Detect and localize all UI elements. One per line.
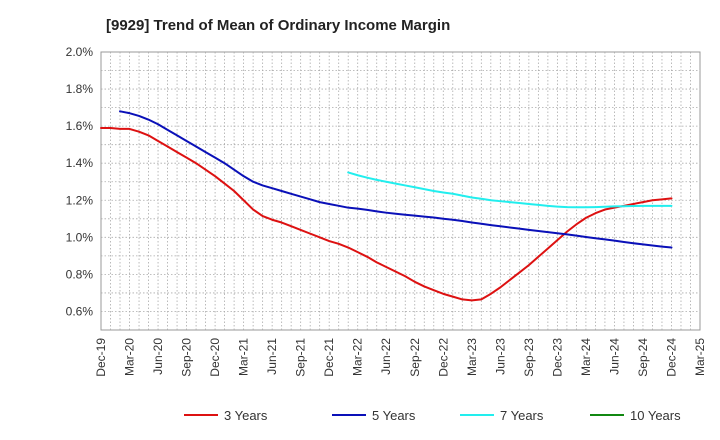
plot-frame [100,51,701,331]
legend: 3 Years 5 Years 7 Years 10 Years [184,408,681,423]
x-axis-ticks: Dec-19 Mar-20 Jun-20 Sep-20 Dec-20 Mar-21 Jun-… [94,338,707,377]
x-tick-label: Mar-20 [123,338,137,376]
y-tick-label: 1.4% [66,156,94,170]
x-tick-label: Dec-22 [436,338,450,377]
x-tick-label: Jun-24 [607,338,621,375]
y-axis-ticks: 0.6% 0.8% 1.0% 1.2% 1.4% 1.6% 1.8% 2.0% [66,45,94,318]
x-tick-label: Mar-25 [693,338,707,376]
x-tick-label: Dec-23 [550,338,564,377]
x-tick-label: Mar-21 [237,338,251,376]
x-tick-label: Dec-21 [322,338,336,377]
series-line-5-years [119,110,673,249]
x-tick-label: Sep-20 [180,338,194,377]
x-tick-label: Mar-23 [465,338,479,376]
x-tick-label: Dec-24 [664,338,678,377]
x-tick-label: Dec-19 [94,338,108,377]
x-tick-label: Jun-21 [265,338,279,375]
series-lines [100,110,673,302]
series-line-3-years [100,126,673,302]
legend-label-10-years: 10 Years [630,408,681,423]
x-tick-label: Sep-22 [408,338,422,377]
x-tick-label: Sep-23 [522,338,536,377]
gridlines [101,52,700,330]
y-tick-label: 0.6% [66,304,94,318]
x-tick-label: Sep-21 [294,338,308,377]
y-tick-label: 1.6% [66,119,94,133]
x-tick-label: Jun-20 [151,338,165,375]
y-tick-label: 1.0% [66,230,94,244]
legend-label-5-years: 5 Years [372,408,416,423]
legend-label-7-years: 7 Years [500,408,544,423]
x-tick-label: Jun-23 [493,338,507,375]
x-tick-label: Sep-24 [636,338,650,377]
y-tick-label: 2.0% [66,45,94,59]
x-tick-label: Mar-24 [579,338,593,376]
series-line-7-years [347,171,673,209]
chart-title: [9929] Trend of Mean of Ordinary Income … [106,17,450,34]
y-tick-label: 1.2% [66,193,94,207]
plot-area [100,51,701,331]
legend-label-3-years: 3 Years [224,408,268,423]
x-tick-label: Mar-22 [351,338,365,376]
x-tick-label: Jun-22 [379,338,393,375]
y-tick-label: 0.8% [66,267,94,281]
y-tick-label: 1.8% [66,82,94,96]
x-tick-label: Dec-20 [208,338,222,377]
